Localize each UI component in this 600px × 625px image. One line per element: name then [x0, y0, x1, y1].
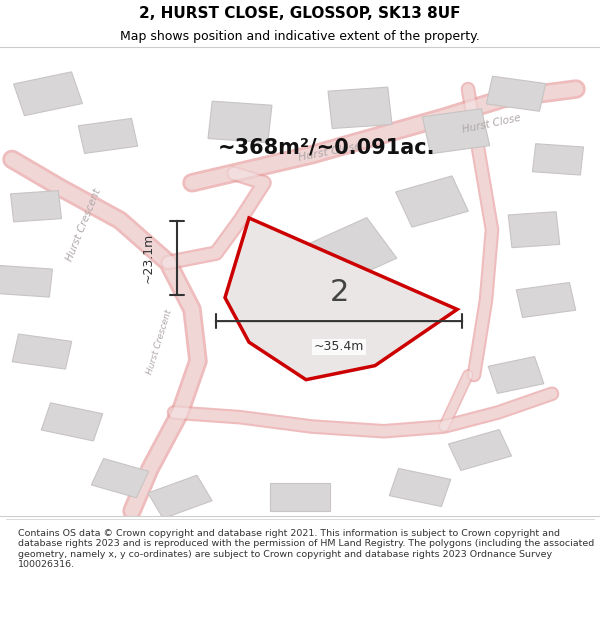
Polygon shape	[422, 109, 490, 154]
Text: Hurst Crescent: Hurst Crescent	[145, 309, 173, 376]
Text: 2: 2	[329, 279, 349, 308]
Polygon shape	[448, 429, 512, 471]
Polygon shape	[299, 217, 397, 289]
Polygon shape	[270, 482, 330, 511]
Text: Map shows position and indicative extent of the property.: Map shows position and indicative extent…	[120, 30, 480, 43]
Polygon shape	[11, 191, 61, 222]
Polygon shape	[148, 475, 212, 519]
Text: 2, HURST CLOSE, GLOSSOP, SK13 8UF: 2, HURST CLOSE, GLOSSOP, SK13 8UF	[139, 6, 461, 21]
Polygon shape	[328, 87, 392, 129]
Polygon shape	[208, 101, 272, 142]
Polygon shape	[41, 403, 103, 441]
Text: ~23.1m: ~23.1m	[142, 232, 155, 283]
Polygon shape	[225, 218, 457, 379]
Polygon shape	[488, 357, 544, 393]
Text: Hurst Close: Hurst Close	[298, 141, 362, 163]
Text: Hurst Close: Hurst Close	[462, 113, 522, 135]
Polygon shape	[508, 212, 560, 248]
Polygon shape	[533, 144, 583, 175]
Polygon shape	[486, 76, 546, 111]
Text: Hurst Crescent: Hurst Crescent	[65, 188, 103, 262]
Polygon shape	[91, 459, 149, 498]
Text: ~35.4m: ~35.4m	[314, 341, 364, 353]
Polygon shape	[14, 72, 82, 116]
Polygon shape	[78, 118, 138, 154]
Text: ~368m²/~0.091ac.: ~368m²/~0.091ac.	[218, 138, 436, 158]
Polygon shape	[395, 176, 469, 228]
Polygon shape	[12, 334, 72, 369]
Polygon shape	[0, 266, 52, 297]
Polygon shape	[516, 282, 576, 318]
Polygon shape	[389, 469, 451, 506]
Text: Contains OS data © Crown copyright and database right 2021. This information is : Contains OS data © Crown copyright and d…	[18, 529, 594, 569]
